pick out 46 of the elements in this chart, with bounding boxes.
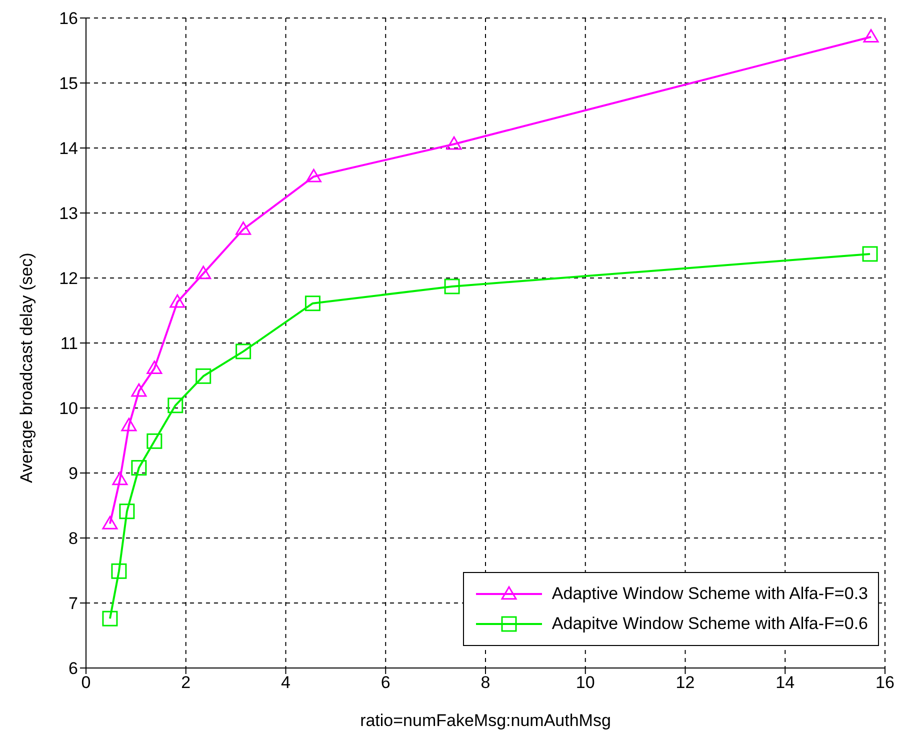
y-tick-label: 15: [59, 74, 78, 94]
point: [236, 344, 252, 360]
point: [121, 418, 137, 432]
point: [146, 360, 162, 374]
point: [119, 504, 135, 520]
point: [196, 266, 212, 280]
point: [102, 516, 118, 530]
point: [170, 294, 186, 308]
point: [304, 296, 320, 312]
x-tick-label: 12: [676, 673, 695, 692]
point: [236, 222, 252, 235]
x-tick-label: 6: [380, 673, 390, 692]
y-tick-label: 9: [68, 464, 78, 484]
point: [446, 136, 462, 150]
legend-label: Adaptive Window Scheme with Alfa-F=0.3: [552, 584, 868, 604]
y-tick-label: 8: [68, 529, 78, 548]
x-tick-label: 16: [876, 673, 894, 692]
y-tick-label: 16: [59, 9, 78, 28]
y-tick-label: 13: [59, 204, 78, 224]
point: [168, 398, 184, 414]
x-tick-label: 2: [181, 673, 191, 692]
y-tick-label: 12: [59, 269, 78, 288]
point: [863, 29, 879, 42]
point: [146, 433, 162, 449]
point: [862, 246, 878, 262]
point: [196, 368, 212, 384]
point: [102, 610, 118, 626]
point: [131, 383, 147, 397]
x-tick-label: 14: [776, 673, 795, 692]
point: [112, 472, 128, 486]
y-axis-title: Average broadcast delay (sec): [17, 252, 36, 483]
x-tick-label: 8: [480, 673, 490, 692]
point: [306, 168, 322, 182]
y-tick-label: 7: [68, 594, 78, 614]
x-tick-label: 10: [576, 673, 595, 692]
legend-label: Adapitve Window Scheme with Alfa-F=0.6: [552, 614, 868, 634]
x-axis-title: ratio=numFakeMsg:numAuthMsg: [360, 711, 611, 730]
y-tick-label: 14: [59, 139, 78, 158]
y-tick-label: 6: [68, 659, 78, 678]
point: [131, 460, 147, 476]
point: [111, 563, 127, 579]
y-tick-label: 10: [59, 399, 78, 418]
x-tick-label: 0: [81, 673, 91, 692]
x-tick-label: 4: [281, 673, 290, 692]
y-tick-label: 11: [60, 334, 78, 354]
point: [444, 278, 460, 294]
